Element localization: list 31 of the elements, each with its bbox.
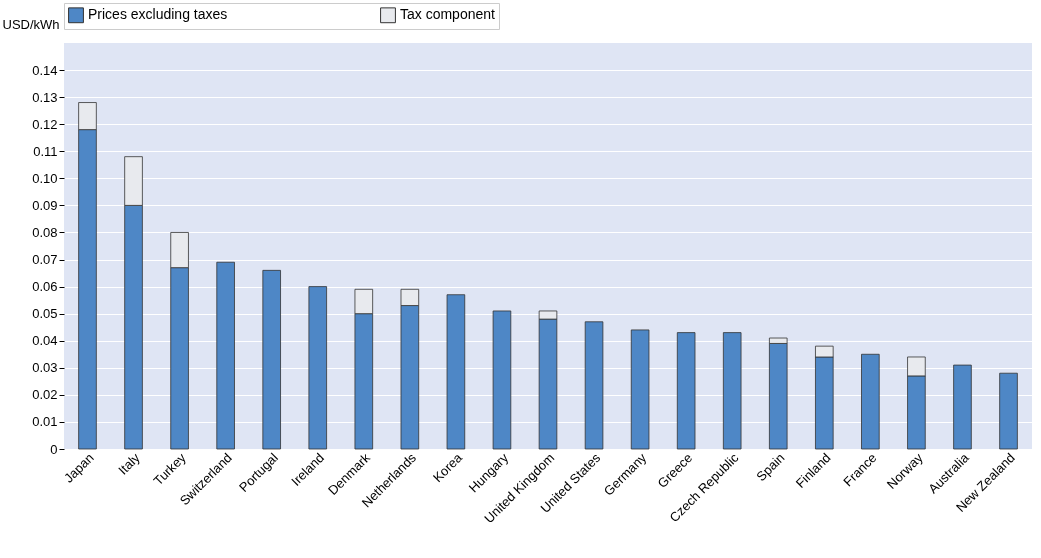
y-tick-label: 0.13 [32,89,58,105]
y-tick-label: 0.01 [32,414,58,430]
y-tick-label: 0.10 [32,170,58,186]
y-tick-label: 0.06 [32,279,58,295]
y-tick-label: 0.07 [32,252,58,268]
bar [216,261,235,450]
bar [492,310,512,450]
y-tick-label: 0.09 [32,197,58,213]
bar [308,286,327,450]
bar [630,329,650,450]
legend-label: Tax component [400,6,496,23]
y-tick-label: 0 [50,441,58,457]
legend-label: Prices excluding taxes [88,6,228,23]
bar [676,332,696,450]
y-tick-label: 0.08 [32,224,58,240]
bar [262,269,281,450]
y-tick-label: 0.05 [32,306,58,322]
y-axis-title: USD/kWh [2,16,60,32]
bar [722,332,742,450]
bar [999,372,1018,450]
y-tick-label: 0.12 [32,116,58,132]
bar [446,294,466,450]
y-tick-label: 0.14 [32,62,58,78]
y-tick-label: 0.11 [33,143,58,159]
y-tick-label: 0.04 [32,333,58,349]
bar [861,353,880,450]
y-tick-label: 0.02 [32,387,58,403]
y-tick-label: 0.03 [32,360,58,376]
bar [584,321,604,450]
x-tick-label: Italy [115,449,144,478]
bar [953,364,972,450]
